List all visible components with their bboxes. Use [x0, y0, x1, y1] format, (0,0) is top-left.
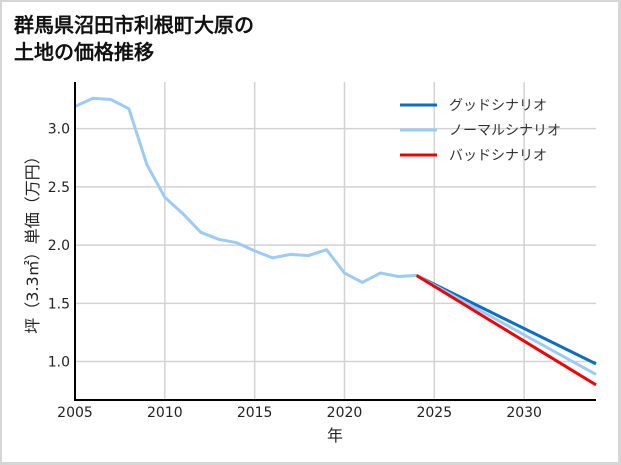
y-tick-labels: 1.0 1.5 2.0 2.5 3.0 — [48, 122, 70, 371]
title-line-1: 群馬県沼田市利根町大原の — [14, 13, 254, 37]
x-tick-label: 2010 — [147, 405, 183, 421]
x-tick-label: 2020 — [327, 405, 363, 421]
legend-label: ノーマルシナリオ — [449, 123, 561, 139]
x-tick-label: 2015 — [237, 405, 273, 421]
historical-line — [74, 96, 417, 284]
y-tick-label: 1.5 — [48, 296, 70, 312]
y-tick-label: 2.5 — [48, 180, 70, 196]
x-tick-label: 2005 — [57, 405, 93, 421]
legend-label: グッドシナリオ — [449, 98, 547, 114]
x-tick-label: 2025 — [416, 405, 452, 421]
y-axis-label: 坪（3.3㎡）単価（万円） — [23, 148, 42, 333]
series-line — [415, 274, 597, 387]
y-tick-label: 1.0 — [48, 355, 70, 371]
axes — [74, 82, 596, 401]
legend-label: バッドシナリオ — [449, 148, 547, 164]
y-tick-label: 2.0 — [48, 238, 70, 254]
chart-title: 群馬県沼田市利根町大原の 土地の価格推移 — [14, 12, 254, 66]
x-tick-labels: 2005 2010 2015 2020 2025 2030 — [57, 405, 542, 421]
x-axis-label: 年 — [327, 426, 343, 445]
title-line-2: 土地の価格推移 — [14, 40, 154, 64]
series-line — [415, 274, 597, 366]
data-lines — [74, 96, 597, 387]
y-tick-label: 3.0 — [48, 122, 70, 138]
x-tick-label: 2030 — [506, 405, 542, 421]
